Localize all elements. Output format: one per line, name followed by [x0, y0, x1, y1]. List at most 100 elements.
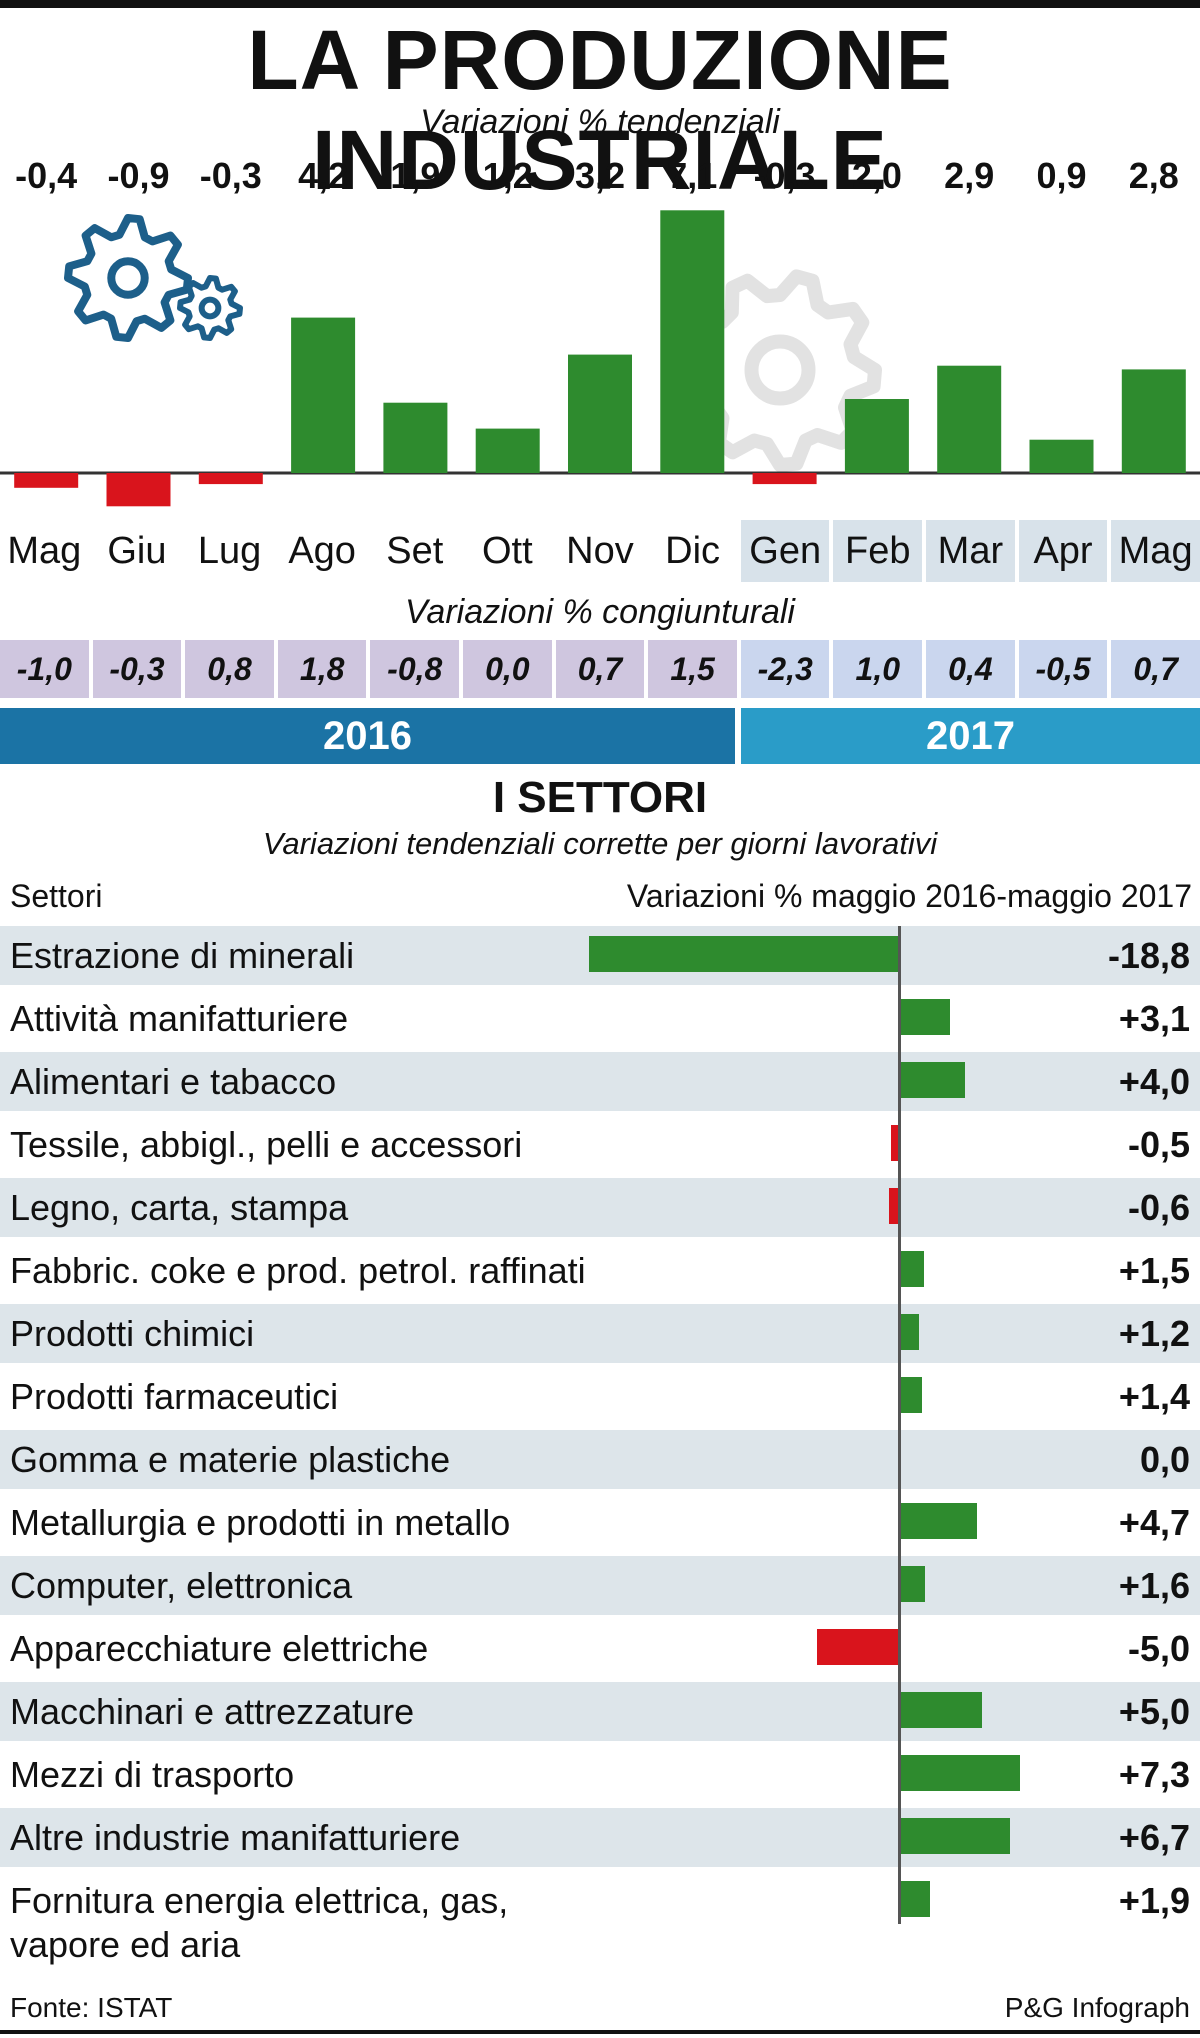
sector-label: Gomma e materie plastiche	[10, 1439, 451, 1480]
sectors-subtitle: Variazioni tendenziali corrette per gior…	[262, 826, 938, 861]
year-band: 2016 2017	[0, 708, 1200, 764]
month-label: Giu	[92, 520, 182, 582]
gear-icon	[177, 275, 243, 341]
bar-nov-6	[568, 354, 632, 473]
sector-row: Computer, elettronica +1,6	[0, 1556, 1200, 1615]
month-label: Nov	[555, 520, 645, 582]
sector-row: Prodotti chimici +1,2	[0, 1304, 1200, 1363]
sector-value: +5,0	[1118, 1691, 1190, 1732]
bar-mag-0	[14, 473, 79, 488]
sectors-header-right: Variazioni % maggio 2016-maggio 2017	[626, 878, 1192, 914]
sector-row: Fabbric. coke e prod. petrol. raffinati +…	[0, 1241, 1200, 1300]
bar-mar-10	[937, 365, 1002, 473]
congiunturale-value: -1,0	[0, 640, 89, 698]
bar-feb-9	[844, 399, 909, 473]
sector-label: Metallurgia e prodotti in metallo	[10, 1502, 511, 1543]
sector-label: Estrazione di minerali	[10, 935, 355, 976]
sector-label: Fabbric. coke e prod. petrol. raffinati	[10, 1250, 586, 1291]
month-label: Set	[370, 520, 460, 582]
sector-bar	[899, 1818, 1010, 1854]
sector-row: Attività manifatturiere +3,1	[0, 989, 1200, 1048]
sector-row: Gomma e materie plastiche 0,0	[0, 1430, 1200, 1489]
credit-label: P&G Infograph	[1004, 1992, 1190, 2023]
sector-bar	[588, 936, 899, 972]
congiunturale-value: -0,8	[370, 640, 460, 698]
sector-value: -0,6	[1127, 1187, 1190, 1228]
sector-bar	[899, 1503, 977, 1539]
congiunturale-value: 1,0	[833, 640, 923, 698]
sectors-header-left: Settori	[10, 878, 103, 914]
sector-row: Apparecchiature elettriche -5,0	[0, 1619, 1200, 1678]
sector-row: Alimentari e tabacco +4,0	[0, 1052, 1200, 1111]
value-label: -0,3	[754, 155, 816, 196]
sector-value: -18,8	[1107, 935, 1190, 976]
sector-bar	[889, 1188, 899, 1224]
month-label: Mar	[926, 520, 1015, 582]
tendenziali-chart: -0,4 -0,9 -0,3 4,2 1,9 1,2 3,2 7,1 -0,3 2,0 2,9 0,9…	[0, 155, 1200, 507]
bar-ago-3	[291, 317, 356, 473]
year-2016: 2016	[0, 708, 735, 764]
sector-value: +1,6	[1118, 1565, 1190, 1606]
bar-dic-7	[660, 210, 725, 474]
sector-value: +1,9	[1118, 1880, 1190, 1921]
top-rule	[0, 0, 1200, 8]
page-title: LA PRODUZIONE INDUSTRIALE	[247, 13, 953, 207]
congiunturale-value: 0,0	[463, 640, 552, 698]
congiunturale-value: 1,5	[648, 640, 737, 698]
sector-value: -0,5	[1127, 1124, 1190, 1165]
value-label: 2,9	[944, 155, 994, 196]
sector-label: Prodotti chimici	[10, 1313, 255, 1354]
sector-row: Tessile, abbigl., pelli e accessori -0,5	[0, 1115, 1200, 1174]
bar-giu-1	[106, 473, 171, 507]
month-label: Mag	[1111, 520, 1200, 582]
congiunturale-value: 0,8	[185, 640, 274, 698]
sector-value: -5,0	[1127, 1628, 1190, 1669]
sector-value: +3,1	[1118, 998, 1190, 1039]
bar-ott-5	[475, 428, 540, 473]
sector-value: +7,3	[1118, 1754, 1190, 1795]
source-label: Fonte: ISTAT	[10, 1992, 173, 2023]
bar-apr-11	[1029, 439, 1094, 473]
month-label: Lug	[185, 520, 274, 582]
value-label: 7,1	[667, 155, 717, 196]
sector-bar	[816, 1629, 899, 1665]
sector-label: Alimentari e tabacco	[10, 1061, 337, 1102]
month-axis: Mag Giu Lug Ago Set Ott Nov Dic Gen Feb Mar Apr Mag	[0, 520, 1200, 582]
congiunturale-value: -2,3	[740, 640, 830, 698]
sector-label: Fornitura energia elettrica, gas, vapore…	[10, 1880, 509, 1965]
sector-row: Metallurgia e prodotti in metallo +4,7	[0, 1493, 1200, 1552]
congiunturale-value: -0,5	[1018, 640, 1108, 698]
sector-bar	[899, 1755, 1020, 1791]
month-label: Dic	[648, 520, 737, 582]
sector-value: +4,7	[1118, 1502, 1190, 1543]
sector-bar	[890, 1125, 900, 1161]
value-label: 1,9	[390, 155, 440, 196]
gear-icon	[64, 214, 192, 342]
bar-set-4	[383, 402, 448, 473]
sector-row: Macchinari e attrezzature +5,0	[0, 1682, 1200, 1741]
value-label: -0,3	[200, 155, 262, 196]
value-label: 2,8	[1129, 155, 1179, 196]
sector-value: +1,5	[1118, 1250, 1190, 1291]
sector-bar	[899, 1566, 926, 1602]
congiunturali-subtitle: Variazioni % congiunturali	[405, 593, 795, 631]
bar-gen-8	[752, 473, 817, 485]
sector-bar	[899, 999, 951, 1035]
sector-row: Mezzi di trasporto +7,3	[0, 1745, 1200, 1804]
sector-label: Tessile, abbigl., pelli e accessori	[10, 1124, 523, 1165]
sector-value: 0,0	[1139, 1439, 1190, 1480]
sector-bar	[899, 1692, 982, 1728]
sectors-title: I SETTORI	[492, 773, 708, 822]
sector-value: +1,4	[1118, 1376, 1190, 1417]
value-label: 2,0	[852, 155, 902, 196]
value-label: 3,2	[575, 155, 625, 196]
value-label: 4,2	[298, 155, 348, 196]
sector-label: Prodotti farmaceutici	[10, 1376, 339, 1417]
sector-row: Prodotti farmaceutici +1,4	[0, 1367, 1200, 1426]
congiunturale-value: 0,7	[1111, 640, 1200, 698]
chart-subtitle: Variazioni % tendenziali	[420, 103, 780, 141]
footer: Fonte: ISTAT P&G Infograph	[0, 1988, 1200, 2034]
month-label: Mag	[0, 520, 89, 582]
sector-label: Mezzi di trasporto	[10, 1754, 295, 1795]
month-label: Ago	[277, 520, 367, 582]
